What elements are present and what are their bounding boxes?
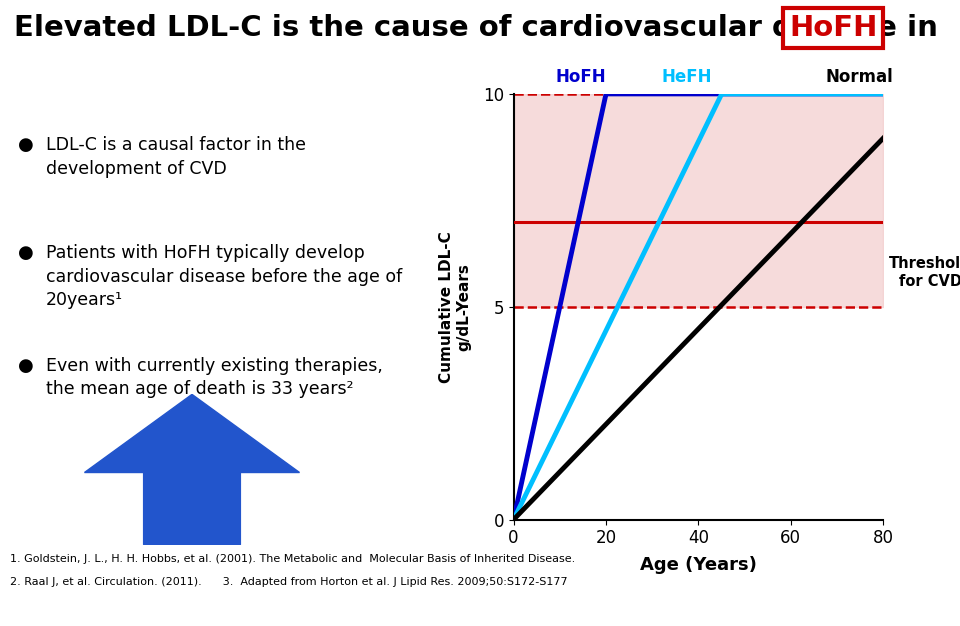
Text: LDL-C is a causal factor in the
development of CVD: LDL-C is a causal factor in the developm…: [45, 136, 305, 178]
X-axis label: Age (Years): Age (Years): [640, 556, 756, 573]
Polygon shape: [84, 394, 300, 545]
Text: HoFH: HoFH: [556, 68, 606, 86]
Text: 1. Goldstein, J. L., H. H. Hobbs, et al. (2001). The Metabolic and  Molecular Ba: 1. Goldstein, J. L., H. H. Hobbs, et al.…: [10, 554, 575, 564]
Text: ●: ●: [18, 357, 34, 375]
Text: ●: ●: [18, 136, 34, 154]
Text: HoFH: HoFH: [789, 14, 877, 42]
Y-axis label: Cumulative LDL-C
g/dL-Years: Cumulative LDL-C g/dL-Years: [440, 231, 471, 382]
Text: Even with currently existing therapies,
the mean age of death is 33 years²: Even with currently existing therapies, …: [45, 357, 382, 398]
Text: Elevated LDL-C is the cause of cardiovascular disease in: Elevated LDL-C is the cause of cardiovas…: [14, 14, 948, 42]
Text: Patients with HoFH typically develop
cardiovascular disease before the age of
20: Patients with HoFH typically develop car…: [45, 244, 401, 309]
Text: 2. Raal J, et al. Circulation. (2011).      3.  Adapted from Horton et al. J Lip: 2. Raal J, et al. Circulation. (2011). 3…: [10, 577, 567, 587]
Text: HeFH: HeFH: [661, 68, 711, 86]
Text: Normal: Normal: [826, 68, 893, 86]
Text: ●: ●: [18, 244, 34, 262]
Text: Threshold
for CVD: Threshold for CVD: [889, 256, 960, 289]
